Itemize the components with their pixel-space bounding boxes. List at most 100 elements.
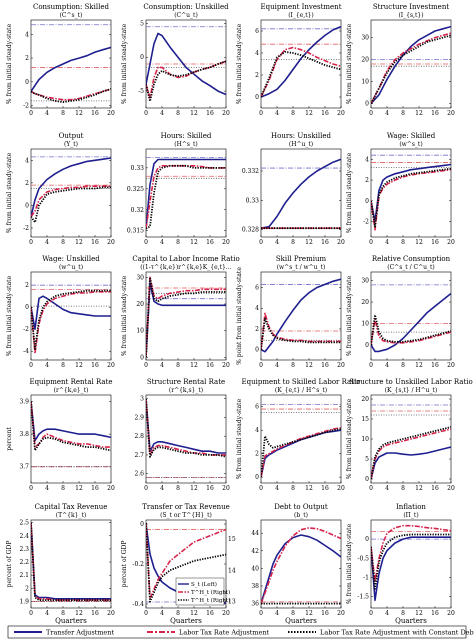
x-tick-label: 12 <box>190 110 198 117</box>
x-tick-label: 0 <box>144 239 148 246</box>
panel-7: Hours: Unskilled(H^u_t) 0.328 0.33 0.332 0 4 8… <box>242 132 345 246</box>
panel-subtitle: (H^s_t) <box>174 141 197 148</box>
legend-label-transfer: Transfer Adjustment <box>46 629 114 637</box>
x-tick-label: 4 <box>45 362 49 369</box>
y-tick-label: 2.8 <box>134 433 144 440</box>
series-line-transfer <box>371 25 451 105</box>
series-line-labor-tax <box>371 318 451 346</box>
y-axis-label: % from initial steady-state <box>121 23 128 104</box>
x-tick-label: 0 <box>144 110 148 117</box>
y-axis-label: % from initial steady-state <box>236 398 243 479</box>
y-axis-label: percent <box>6 427 13 451</box>
x-tick-label: 8 <box>176 110 180 117</box>
y-tick-label: 0.315 <box>127 228 144 235</box>
y-tick-label: 2.3 <box>19 546 29 553</box>
y-tick-label: 20 <box>361 396 369 403</box>
x-tick-label: 20 <box>107 610 115 617</box>
x-tick-label: 16 <box>321 362 329 369</box>
x-tick-label: 8 <box>61 610 65 617</box>
x-tick-label: 12 <box>415 362 423 369</box>
y-tick-label: 10 <box>361 79 369 86</box>
x-tick-label: 16 <box>91 610 99 617</box>
x-tick-label: 0 <box>369 485 373 492</box>
series-line-labor-tax-debt <box>31 289 111 350</box>
x-tick-label: 8 <box>61 239 65 246</box>
panel-title: Consumption: Skilled <box>33 3 110 11</box>
panel-subtitle: (w^u_t) <box>59 264 83 271</box>
y-tick-label: 20 <box>361 299 369 306</box>
plot-frame <box>145 271 227 361</box>
x-tick-label: 16 <box>321 485 329 492</box>
series-line-transfer <box>261 158 341 229</box>
x-tick-label: 12 <box>75 239 83 246</box>
series-line-labor-tax-debt <box>371 426 451 480</box>
inset-legend-label: T^H_t (Right) <box>191 597 230 604</box>
panel-subtitle: (r^{k,e}_t) <box>54 387 89 394</box>
series-line-transfer <box>261 25 341 98</box>
x-tick-label: 8 <box>291 610 295 617</box>
y-tick-label: 0.332 <box>242 168 259 175</box>
y-tick-label: -0.2 <box>132 561 144 568</box>
panel-subtitle: (C^u_t) <box>174 12 198 19</box>
x-tick-label: 4 <box>385 110 389 117</box>
panel-3: Equipment Investment(I_{e,t}) 0 2 4 6 0 4 8 12 16… <box>236 3 345 117</box>
y-tick-label: 0 <box>25 79 29 86</box>
panel-subtitle: (K_{e,t} / H^s_t) <box>275 387 327 394</box>
y-tick-label: 0.33 <box>131 165 145 172</box>
panel-title: Hours: Skilled <box>161 132 212 140</box>
panel-14: Structure Rental Rate(r^{k,s}_t) 2.6 2.7 2.… <box>134 378 230 492</box>
x-tick-label: 4 <box>160 485 164 492</box>
x-tick-label: 4 <box>160 110 164 117</box>
x-tick-label: 20 <box>337 110 345 117</box>
x-tick-label: 8 <box>176 485 180 492</box>
series-line-labor-tax <box>146 60 226 99</box>
y-tick-label: 1.9 <box>19 598 29 605</box>
y-tick-label: 0 <box>140 521 144 528</box>
y-tick-label: 6 <box>255 285 259 292</box>
x-tick-label: 16 <box>206 110 214 117</box>
y-tick-label: 0.33 <box>246 197 260 204</box>
y-tick-label: 2 <box>25 282 29 289</box>
y-tick-label: 36 <box>251 601 259 608</box>
x-tick-label: 12 <box>305 239 313 246</box>
series-line-labor-tax <box>371 32 451 104</box>
x-tick-label: 4 <box>385 239 389 246</box>
y-axis-label: % point from initial steady-state <box>236 267 243 365</box>
x-tick-label: 16 <box>431 362 439 369</box>
x-tick-label: 16 <box>431 110 439 117</box>
x-tick-label: 8 <box>61 485 65 492</box>
y-tick-label: 4 <box>255 305 259 312</box>
inset-legend-label: T^H_t (Right) <box>191 589 230 596</box>
y-tick-label: 0 <box>365 101 369 108</box>
panel-subtitle: (w^s_t / w^u_t) <box>277 264 326 271</box>
x-tick-label: 12 <box>190 610 198 617</box>
panel-title: Equipment Rental Rate <box>29 378 112 386</box>
x-tick-label: 4 <box>275 239 279 246</box>
series-line-labor-tax-debt <box>31 186 111 224</box>
panel-4: Structure Investment(I_{s,t}) 0 10 20 30 0 4 8 1… <box>346 3 455 117</box>
y-tick-label: 3.7 <box>19 464 29 471</box>
x-tick-label: 20 <box>107 485 115 492</box>
plot-frame <box>145 394 227 484</box>
x-tick-label: 16 <box>91 362 99 369</box>
y-tick-label: 3 <box>140 396 144 403</box>
panel-subtitle: (S_t or T^{H}_t) <box>160 512 212 519</box>
series-line-labor-tax <box>261 46 341 98</box>
x-tick-label: 20 <box>337 239 345 246</box>
x-tick-label: 8 <box>291 110 295 117</box>
x-tick-label: 12 <box>415 485 423 492</box>
y-tick-label: 0.325 <box>127 186 144 193</box>
x-tick-label: 12 <box>305 610 313 617</box>
y-tick-label: -0.5 <box>357 555 369 562</box>
x-tick-label: 0 <box>29 362 33 369</box>
y-tick-label: -1.5 <box>357 594 369 601</box>
x-tick-label: 4 <box>275 362 279 369</box>
x-tick-label: 20 <box>222 110 230 117</box>
panel-subtitle: (I_{s,t}) <box>398 12 423 19</box>
x-tick-label: 16 <box>206 239 214 246</box>
panel-subtitle: (r^{k,s}_t) <box>169 387 203 394</box>
x-tick-label: 8 <box>401 610 405 617</box>
x-axis-label: Quarters <box>55 617 87 625</box>
y-tick-label: 4 <box>255 50 259 57</box>
